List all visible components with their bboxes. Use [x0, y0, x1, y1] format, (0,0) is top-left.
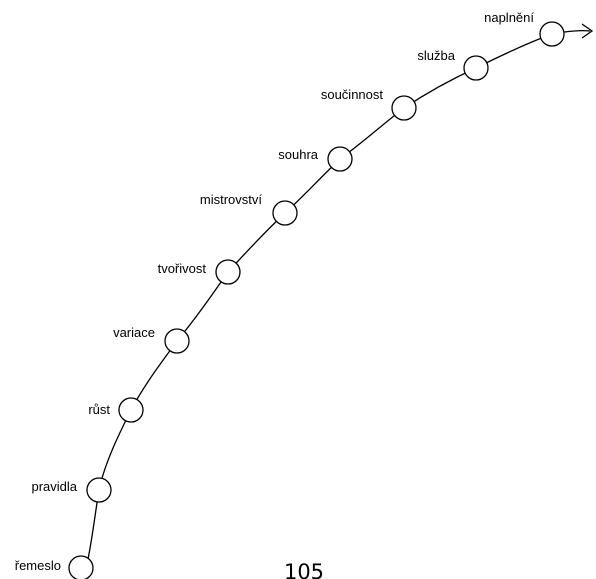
- node-soucinnost: součinnost: [321, 87, 417, 121]
- node-label: variace: [113, 325, 155, 340]
- node-variace: variace: [113, 325, 190, 354]
- node-label: tvořivost: [158, 261, 207, 276]
- node-pravidla: pravidla: [31, 477, 112, 503]
- node-remeslo: řemeslo: [15, 555, 94, 579]
- node-sluzba: služba: [417, 48, 489, 81]
- growth-curve: [87, 29, 591, 560]
- node-label: řemeslo: [15, 558, 61, 573]
- node-mistrovstvi: mistrovství: [200, 192, 298, 226]
- node-souhra: souhra: [278, 146, 353, 172]
- arrow-head-icon: [581, 23, 594, 39]
- page-number: 105: [284, 560, 324, 579]
- node-label: pravidla: [31, 479, 77, 494]
- node-label: souhra: [278, 147, 319, 162]
- node-rust: růst: [88, 397, 144, 423]
- node-label: růst: [88, 402, 110, 417]
- node-tvorivost: tvořivost: [158, 259, 241, 285]
- node-label: služba: [417, 48, 455, 63]
- node-label: mistrovství: [200, 192, 263, 207]
- node-group: řemeslo pravidla růst variace tvořivost …: [15, 10, 565, 579]
- node-naplneni: naplnění: [484, 10, 565, 47]
- node-label: naplnění: [484, 10, 534, 25]
- node-label: součinnost: [321, 87, 384, 102]
